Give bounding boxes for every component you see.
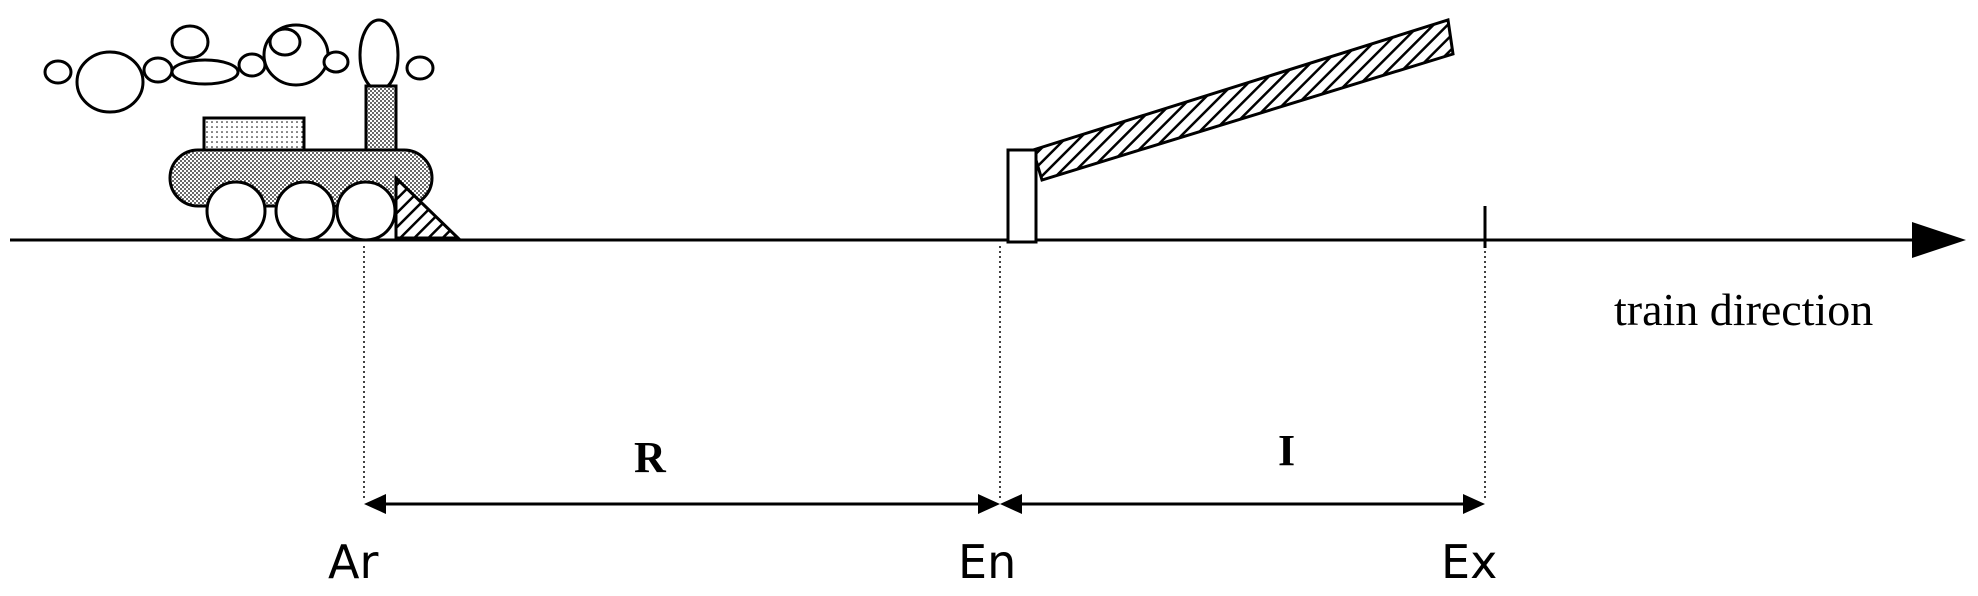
barrier-post [1006, 148, 1038, 244]
segment-r-label: R [634, 433, 667, 482]
arrival-label: Ar [328, 535, 378, 589]
barrier-arm [1031, 18, 1455, 182]
exit-label: Ex [1441, 535, 1497, 589]
direction-arrowhead [1912, 222, 1966, 258]
track-axis [10, 222, 1966, 258]
dimension-arrows [364, 494, 1485, 514]
crossing-barrier-icon [1006, 18, 1455, 244]
train-wheels [205, 180, 397, 242]
direction-label: train direction [1614, 284, 1873, 335]
guide-lines [363, 246, 1486, 498]
steam-train-icon [43, 18, 462, 242]
entrance-label: En [958, 535, 1016, 589]
smoke-cloud [43, 18, 435, 114]
segment-i-label: I [1278, 426, 1295, 475]
